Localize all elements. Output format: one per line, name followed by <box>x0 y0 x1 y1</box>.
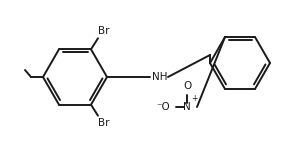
Text: N: N <box>183 102 191 112</box>
Text: +: + <box>191 94 197 103</box>
Text: ⁻O: ⁻O <box>156 102 170 112</box>
Text: Br: Br <box>98 26 110 36</box>
Text: O: O <box>183 81 191 91</box>
Text: Br: Br <box>98 118 110 128</box>
Text: NH: NH <box>152 72 167 82</box>
